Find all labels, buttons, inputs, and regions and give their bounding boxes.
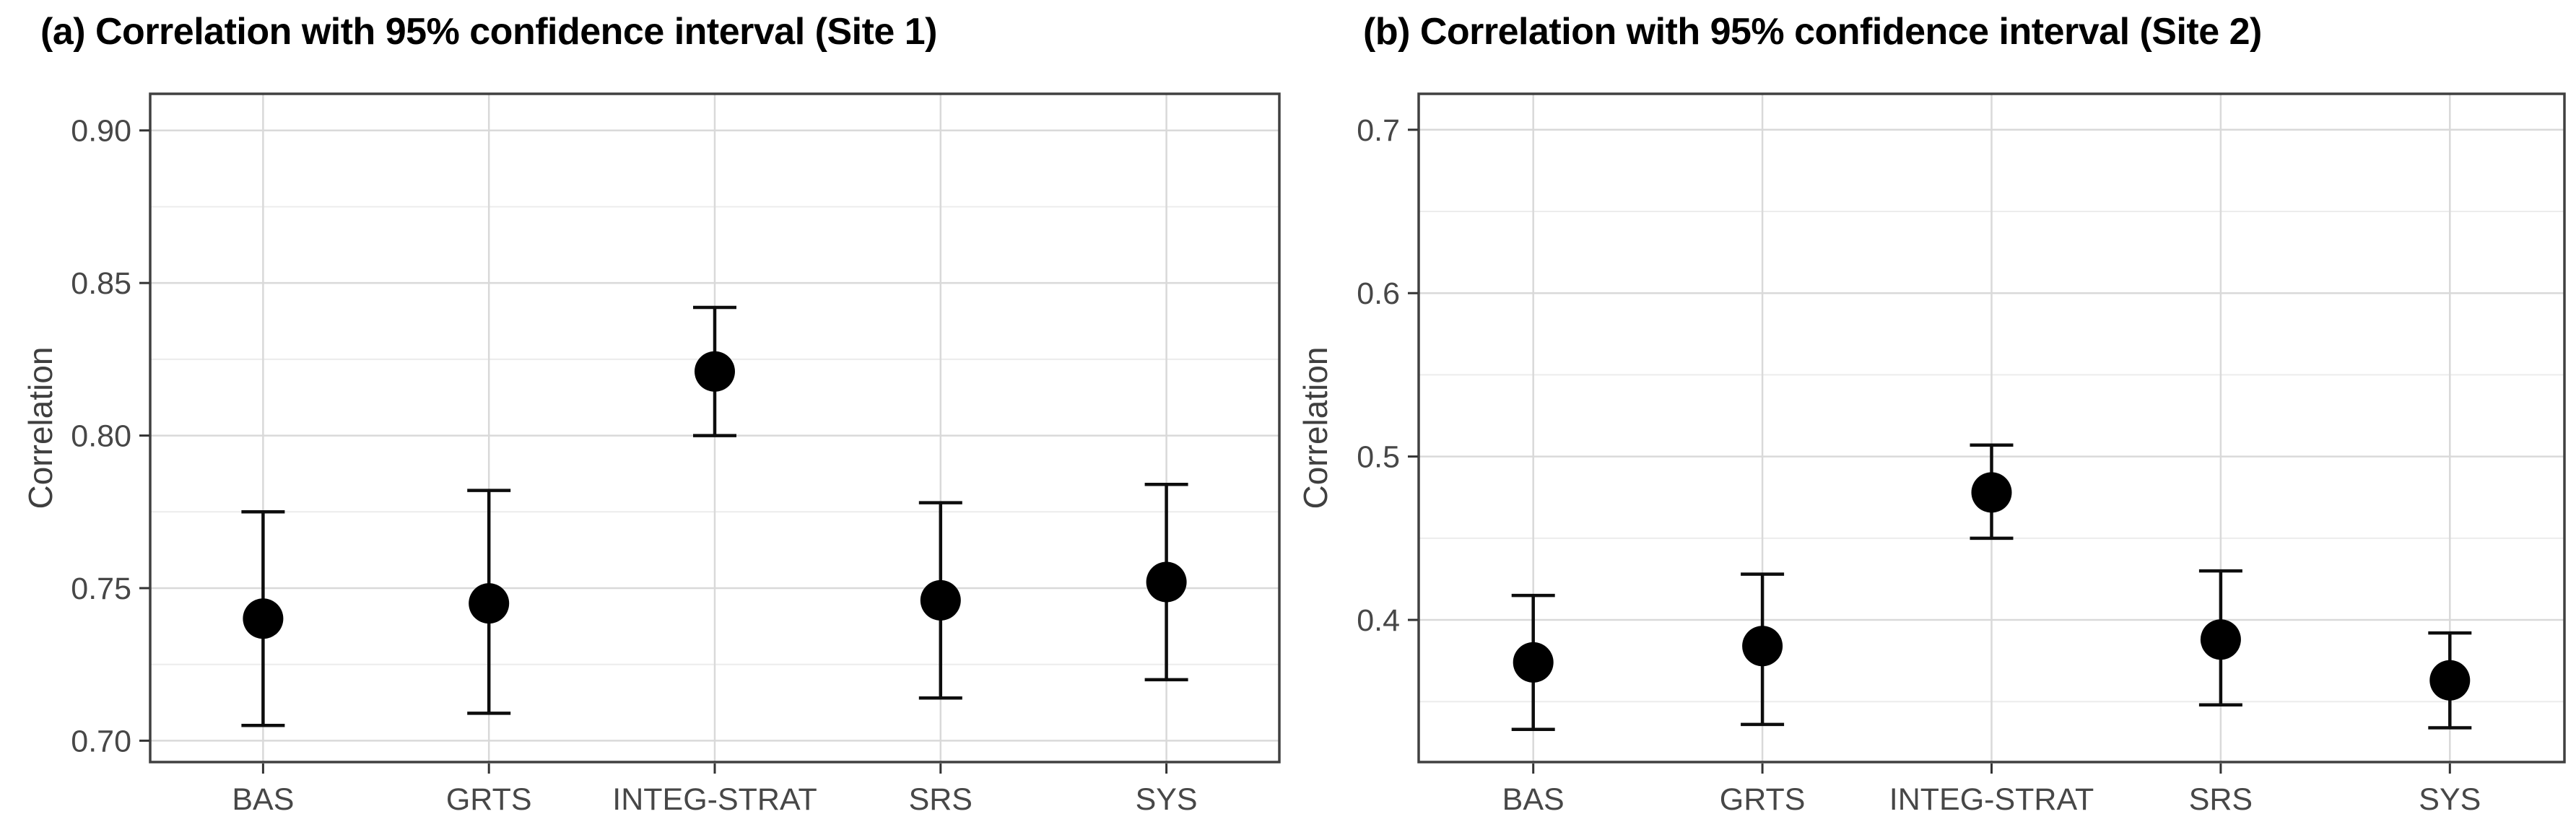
x-tick-label: SYS bbox=[2419, 782, 2481, 817]
point-BAS bbox=[1513, 642, 1554, 683]
panel-border bbox=[1417, 92, 2566, 763]
chart-title-site1: (a) Correlation with 95% confidence inte… bbox=[40, 11, 938, 53]
x-tick-label: GRTS bbox=[446, 782, 532, 817]
pointrange-BAS bbox=[241, 510, 285, 727]
point-GRTS bbox=[1742, 626, 1783, 667]
series-pointrange bbox=[241, 305, 1188, 727]
point-SYS bbox=[1146, 561, 1187, 603]
pointrange-SRS bbox=[918, 501, 962, 700]
y-tick-label: 0.70 bbox=[71, 724, 131, 758]
x-tick-label: INTEG-STRAT bbox=[1889, 782, 2094, 817]
panel-border bbox=[149, 92, 1281, 763]
y-axis-label-site2: Correlation bbox=[1297, 346, 1334, 509]
y-tick-label: 0.90 bbox=[71, 114, 131, 149]
pointrange-INTEG-STRAT bbox=[1970, 443, 2014, 541]
y-ticks: 0.70 0.75 0.80 0.85 0.90 bbox=[71, 114, 149, 758]
y-tick-label: 0.85 bbox=[71, 266, 131, 301]
point-INTEG-STRAT bbox=[695, 351, 735, 392]
x-tick-label: SYS bbox=[1136, 782, 1198, 817]
pointrange-INTEG-STRAT bbox=[693, 305, 736, 437]
y-tick-label: 0.6 bbox=[1357, 276, 1400, 311]
chart-site2: (b) Correlation with 95% confidence inte… bbox=[1288, 0, 2576, 827]
series-pointrange bbox=[1511, 443, 2472, 731]
point-SRS bbox=[920, 579, 961, 621]
pointrange-BAS bbox=[1511, 593, 1555, 731]
y-tick-label: 0.4 bbox=[1357, 603, 1400, 638]
chart-site1: (a) Correlation with 95% confidence inte… bbox=[22, 11, 1281, 817]
y-axis-label-site1: Correlation bbox=[22, 346, 59, 509]
x-ticks: BAS GRTS INTEG-STRAT SRS SYS bbox=[232, 763, 1198, 817]
point-GRTS bbox=[469, 583, 510, 624]
y-tick-label: 0.75 bbox=[71, 572, 131, 606]
x-tick-label: SRS bbox=[909, 782, 972, 817]
plot-site2: 0.4 0.5 0.6 0.7 BAS GRTS INTEG-STRAT SRS SYS bbox=[1357, 92, 2566, 817]
x-tick-label: BAS bbox=[1502, 782, 1565, 817]
pointrange-GRTS bbox=[1741, 572, 1785, 727]
chart-title-site2: (b) Correlation with 95% confidence inte… bbox=[1363, 11, 2262, 53]
plot-site1: 0.70 0.75 0.80 0.85 0.90 BAS GRTS INTEG-STRAT SR… bbox=[71, 92, 1281, 817]
y-ticks: 0.4 0.5 0.6 0.7 bbox=[1357, 113, 1418, 638]
x-ticks: BAS GRTS INTEG-STRAT SRS SYS bbox=[1502, 763, 2481, 817]
pointrange-SYS bbox=[1144, 482, 1188, 682]
point-BAS bbox=[243, 598, 284, 639]
point-INTEG-STRAT bbox=[1971, 472, 2012, 513]
pointrange-GRTS bbox=[467, 489, 511, 715]
pointrange-SYS bbox=[2428, 631, 2472, 730]
x-tick-label: BAS bbox=[232, 782, 294, 817]
y-tick-label: 0.80 bbox=[71, 419, 131, 454]
point-SYS bbox=[2429, 660, 2471, 701]
pointrange-SRS bbox=[2198, 569, 2242, 707]
y-tick-label: 0.7 bbox=[1357, 113, 1400, 148]
point-SRS bbox=[2200, 619, 2241, 660]
x-tick-label: SRS bbox=[2189, 782, 2253, 817]
x-tick-label: GRTS bbox=[1720, 782, 1806, 817]
y-tick-label: 0.5 bbox=[1357, 440, 1400, 475]
x-tick-label: INTEG-STRAT bbox=[612, 782, 817, 817]
